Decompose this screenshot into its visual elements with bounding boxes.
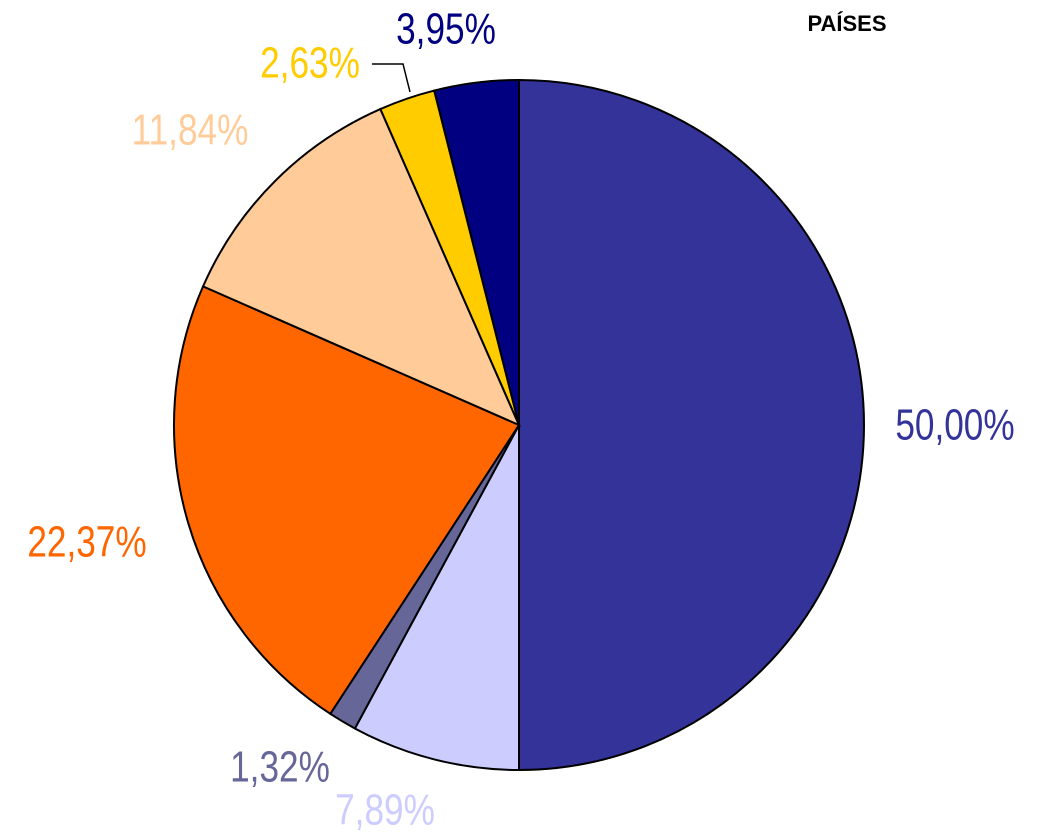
data-label: 2,63% <box>260 39 360 88</box>
pie-slice <box>518 78 865 772</box>
pie-slice <box>173 285 521 716</box>
data-label: 50,00% <box>895 401 1014 450</box>
chart-title: PAÍSES <box>807 11 886 36</box>
pie-slice <box>201 107 521 427</box>
pie-slice <box>433 78 520 426</box>
data-label: 11,84% <box>132 106 249 155</box>
data-label: 3,95% <box>396 5 496 54</box>
pie-slice <box>353 424 520 772</box>
data-label: 1,32% <box>230 743 330 792</box>
data-label: 7,89% <box>335 786 435 835</box>
leader-line <box>372 63 411 93</box>
data-label: 22,37% <box>27 518 146 567</box>
